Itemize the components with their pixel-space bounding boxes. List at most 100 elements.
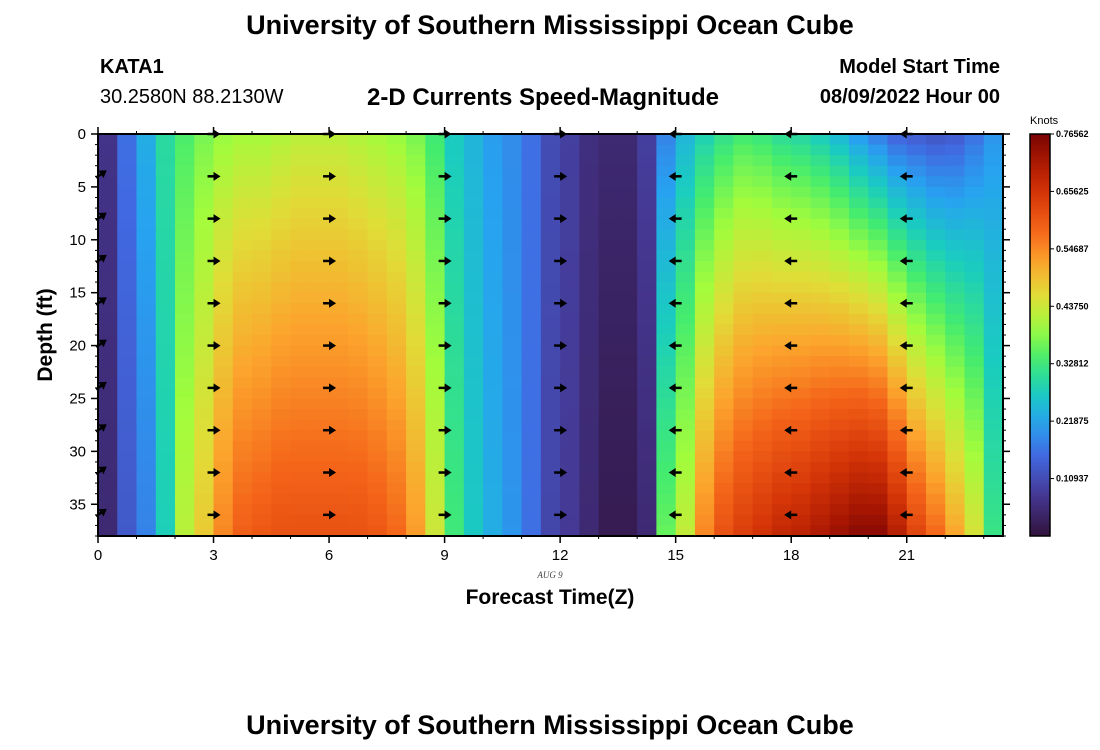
heatmap-cell [771, 165, 792, 177]
heatmap-cell [598, 398, 619, 410]
heatmap-cell [617, 430, 638, 442]
heatmap-cell [848, 419, 869, 431]
heatmap-cell [252, 165, 272, 177]
heatmap-cell [752, 387, 773, 400]
heatmap-cell [136, 483, 157, 495]
heatmap-cell [829, 197, 850, 209]
heatmap-cell [560, 250, 580, 262]
heatmap-cell [868, 387, 889, 400]
heatmap-cell [213, 313, 234, 326]
heatmap-cell [964, 165, 985, 177]
heatmap-cell [175, 387, 195, 400]
heatmap-cell [637, 271, 658, 283]
heatmap-cell [463, 419, 484, 431]
heatmap-cell [232, 324, 253, 336]
current-arrow [668, 383, 682, 393]
heatmap-cell [232, 440, 253, 452]
heatmap-cell [309, 165, 330, 177]
heatmap-cell [925, 525, 946, 537]
heatmap-cell [925, 250, 946, 262]
heatmap-cell [791, 197, 812, 209]
heatmap-cell [521, 514, 542, 527]
heatmap-cell [945, 303, 966, 315]
heatmap-cell [98, 292, 118, 304]
heatmap-cell [348, 155, 369, 167]
heatmap-cell [694, 134, 715, 146]
heatmap-cell [964, 387, 985, 400]
heatmap-cell [714, 472, 735, 484]
heatmap-cell [694, 335, 715, 347]
heatmap-cell [521, 229, 542, 241]
y-axis-label: Depth (ft) [34, 288, 57, 381]
heatmap-cell [560, 483, 580, 495]
current-arrow [668, 468, 682, 478]
heatmap-cell [868, 260, 889, 273]
heatmap-cell [752, 260, 773, 273]
heatmap-cell [829, 271, 850, 283]
heatmap-cell [232, 250, 253, 262]
heatmap-cell [637, 260, 658, 273]
heatmap-cell [656, 335, 677, 347]
heatmap-cell [983, 461, 1004, 474]
current-arrow [207, 256, 221, 266]
heatmap-cell [733, 451, 754, 463]
heatmap-cell [598, 451, 619, 463]
heatmap-cell [117, 377, 138, 389]
heatmap-cell [483, 134, 503, 146]
current-arrow [207, 298, 221, 308]
heatmap-cell [502, 186, 523, 199]
heatmap-cell [367, 419, 388, 431]
heatmap-cell [252, 440, 272, 452]
heatmap-cell [887, 282, 908, 294]
heatmap-cell [810, 335, 831, 347]
heatmap-cell [752, 229, 773, 241]
heatmap-cell [752, 208, 773, 220]
heatmap-cell [752, 398, 773, 410]
heatmap-cell [175, 451, 195, 463]
heatmap-cell [771, 335, 792, 347]
heatmap-cell [925, 356, 946, 368]
heatmap-cell [540, 345, 561, 357]
heatmap-cell [752, 313, 773, 326]
heatmap-cell [175, 409, 195, 421]
heatmap-cell [348, 197, 369, 209]
heatmap-cell [714, 155, 735, 167]
heatmap-cell [483, 387, 503, 400]
heatmap-cell [656, 472, 677, 484]
heatmap-cell [521, 398, 542, 410]
heatmap-cell [848, 377, 869, 389]
heatmap-cell [791, 324, 812, 336]
heatmap-cell [694, 239, 715, 251]
heatmap-cell [964, 282, 985, 294]
heatmap-cell [579, 313, 600, 326]
heatmap-cell [560, 345, 580, 357]
heatmap-cell [829, 398, 850, 410]
heatmap-cell [406, 409, 426, 421]
current-arrow [438, 214, 452, 224]
heatmap-cell [406, 419, 426, 431]
heatmap-cell [983, 345, 1004, 357]
heatmap-cell [367, 366, 388, 378]
heatmap-cell [656, 430, 677, 442]
heatmap-cell [868, 419, 889, 431]
current-arrow [554, 256, 568, 266]
current-arrow [784, 256, 798, 266]
heatmap-cell [406, 229, 426, 241]
heatmap-cell [155, 260, 176, 273]
heatmap-cell [194, 451, 215, 463]
heatmap-cell [213, 514, 234, 527]
heatmap-cell [848, 144, 869, 156]
heatmap-cell [502, 229, 523, 241]
heatmap-cell [656, 197, 677, 209]
heatmap-cell [964, 377, 985, 389]
heatmap-cell [136, 493, 157, 505]
heatmap-cell [329, 514, 349, 527]
heatmap-cell [925, 493, 946, 505]
heatmap-cell [887, 324, 908, 336]
heatmap-cell [771, 250, 792, 262]
heatmap-cell [598, 134, 619, 146]
heatmap-cell [791, 186, 812, 199]
heatmap-cell [329, 144, 349, 156]
heatmap-cell [560, 356, 580, 368]
heatmap-cell [213, 493, 234, 505]
